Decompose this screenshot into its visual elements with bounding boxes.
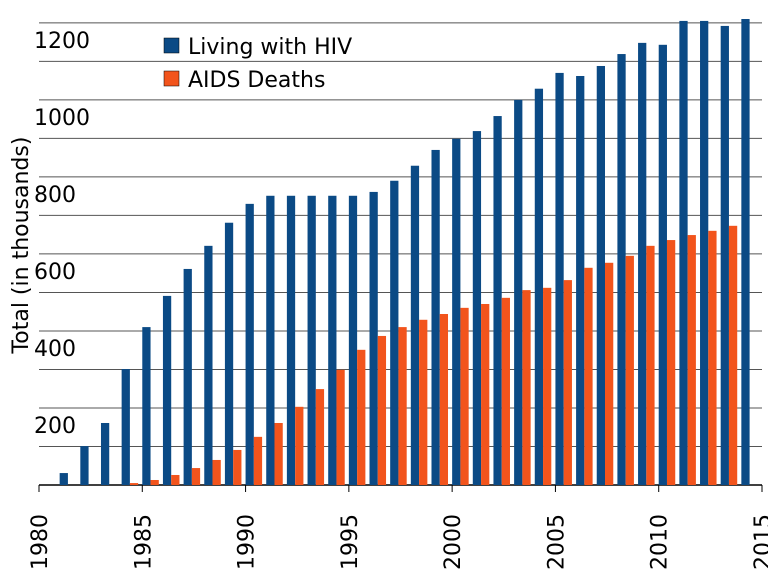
bar	[638, 42, 647, 485]
bar	[584, 267, 593, 485]
bar	[369, 191, 378, 485]
bar	[357, 349, 366, 485]
x-tick-label: 1995	[338, 514, 363, 570]
y-tick-label: 400	[34, 337, 76, 362]
bar	[121, 369, 130, 485]
bar	[100, 422, 110, 485]
bar	[646, 245, 655, 485]
bar	[307, 195, 316, 485]
bar	[501, 297, 510, 485]
legend-label: AIDS Deaths	[188, 68, 325, 93]
bar	[398, 327, 407, 485]
bar	[253, 436, 263, 485]
bar	[596, 65, 606, 486]
bar	[150, 479, 159, 485]
legend-swatch	[163, 37, 180, 54]
y-tick-label: 800	[34, 183, 76, 208]
bar	[419, 319, 428, 485]
bar	[522, 290, 531, 485]
bar	[728, 225, 738, 485]
bar	[741, 19, 750, 485]
bar	[410, 165, 420, 485]
bar	[460, 307, 469, 485]
bar	[708, 230, 717, 485]
legend-swatch	[163, 70, 180, 87]
bar	[171, 474, 180, 485]
x-tick-label: 2005	[544, 514, 569, 570]
x-tick-label: 1985	[131, 514, 156, 570]
x-tick-label: 2015	[751, 514, 768, 570]
bar	[679, 20, 688, 485]
bar	[233, 449, 242, 485]
bar	[245, 203, 254, 485]
legend-label: Living with HIV	[188, 35, 352, 60]
bar	[687, 235, 696, 485]
bar	[348, 195, 358, 485]
bar	[377, 335, 387, 485]
bar	[625, 255, 634, 485]
bar	[142, 327, 151, 485]
bar	[555, 72, 564, 485]
bar	[481, 303, 490, 485]
bar	[666, 240, 676, 485]
bar	[266, 195, 275, 485]
bar	[315, 389, 325, 485]
bar	[286, 195, 296, 485]
bar	[563, 280, 572, 485]
bar	[658, 44, 667, 485]
y-tick-label: 200	[34, 414, 76, 439]
bar	[390, 180, 399, 485]
y-tick-label: 1000	[34, 106, 90, 131]
y-axis-label: Total (in thousands)	[9, 137, 34, 355]
bar	[274, 422, 283, 485]
bar	[493, 116, 502, 485]
bar	[204, 245, 213, 485]
bar	[162, 295, 172, 485]
bar	[431, 149, 440, 486]
y-tick-label: 1200	[34, 29, 90, 54]
bar	[576, 75, 585, 485]
bar	[224, 222, 234, 485]
bar	[452, 138, 461, 485]
bar	[59, 473, 68, 485]
bar	[720, 25, 729, 486]
bar	[129, 483, 139, 485]
bar	[191, 468, 201, 485]
y-tick-label: 600	[34, 260, 76, 285]
bar	[514, 99, 523, 485]
bar	[212, 459, 221, 485]
x-tick-label: 2000	[441, 514, 466, 570]
bar	[295, 406, 304, 485]
bar	[328, 195, 337, 485]
x-tick-label: 2010	[648, 514, 673, 570]
bar	[534, 88, 544, 486]
bar	[543, 287, 552, 485]
bar	[439, 314, 449, 485]
x-tick-label: 1980	[28, 514, 53, 570]
bar	[183, 268, 192, 485]
bar	[605, 262, 614, 485]
x-tick-label: 1990	[235, 514, 260, 570]
bar	[700, 20, 709, 485]
bar	[617, 54, 626, 486]
bar	[80, 446, 89, 485]
bar	[472, 131, 482, 485]
bar	[336, 369, 345, 485]
